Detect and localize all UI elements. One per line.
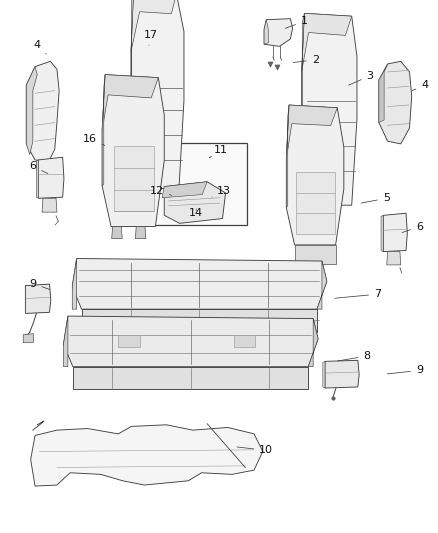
Text: 9: 9	[29, 279, 50, 289]
Polygon shape	[102, 75, 158, 130]
Text: 7: 7	[335, 289, 381, 299]
Polygon shape	[387, 252, 401, 265]
Polygon shape	[131, 0, 134, 140]
Text: 3: 3	[349, 71, 374, 85]
Polygon shape	[286, 105, 337, 159]
Polygon shape	[26, 61, 59, 163]
Text: 10: 10	[237, 446, 273, 455]
Polygon shape	[31, 425, 263, 486]
Polygon shape	[381, 215, 383, 252]
Polygon shape	[131, 0, 184, 189]
Polygon shape	[102, 75, 105, 186]
Polygon shape	[36, 160, 49, 169]
Text: 6: 6	[29, 161, 48, 174]
Polygon shape	[131, 0, 177, 51]
Polygon shape	[383, 213, 407, 252]
Polygon shape	[114, 146, 154, 211]
Polygon shape	[379, 64, 388, 123]
Polygon shape	[118, 335, 140, 348]
Text: 11: 11	[209, 146, 228, 158]
Polygon shape	[264, 19, 293, 46]
Polygon shape	[302, 13, 352, 71]
FancyBboxPatch shape	[152, 143, 247, 225]
Polygon shape	[323, 361, 325, 388]
Polygon shape	[73, 367, 308, 390]
Polygon shape	[162, 182, 207, 198]
Polygon shape	[296, 172, 335, 233]
Polygon shape	[72, 259, 77, 309]
Polygon shape	[102, 75, 164, 227]
Polygon shape	[112, 227, 122, 239]
Polygon shape	[64, 316, 318, 367]
Polygon shape	[164, 182, 226, 223]
Polygon shape	[317, 261, 327, 309]
Text: 6: 6	[402, 222, 423, 232]
Polygon shape	[308, 319, 318, 367]
Text: 4: 4	[34, 41, 46, 54]
Text: 9: 9	[387, 366, 423, 375]
Polygon shape	[25, 284, 51, 313]
Text: 5: 5	[361, 193, 390, 203]
Text: 13: 13	[212, 186, 231, 197]
Text: 2: 2	[293, 55, 319, 64]
Text: 4: 4	[412, 80, 428, 91]
Polygon shape	[233, 335, 255, 348]
Text: 17: 17	[144, 30, 158, 45]
Polygon shape	[64, 316, 68, 367]
Polygon shape	[325, 360, 359, 388]
Polygon shape	[286, 105, 344, 245]
Text: 16: 16	[83, 134, 105, 146]
Polygon shape	[135, 227, 146, 239]
Text: 12: 12	[150, 186, 172, 196]
Polygon shape	[36, 160, 39, 198]
Polygon shape	[23, 334, 33, 343]
Polygon shape	[26, 67, 37, 155]
Polygon shape	[72, 259, 327, 309]
Polygon shape	[42, 198, 57, 212]
Polygon shape	[39, 157, 64, 198]
Text: 1: 1	[285, 17, 308, 28]
Polygon shape	[81, 309, 317, 332]
Polygon shape	[302, 13, 357, 205]
Text: 8: 8	[338, 351, 371, 361]
Polygon shape	[294, 245, 336, 263]
Text: 14: 14	[189, 208, 203, 218]
Polygon shape	[264, 20, 268, 44]
Polygon shape	[286, 105, 289, 207]
Polygon shape	[302, 13, 304, 157]
Polygon shape	[379, 61, 412, 144]
